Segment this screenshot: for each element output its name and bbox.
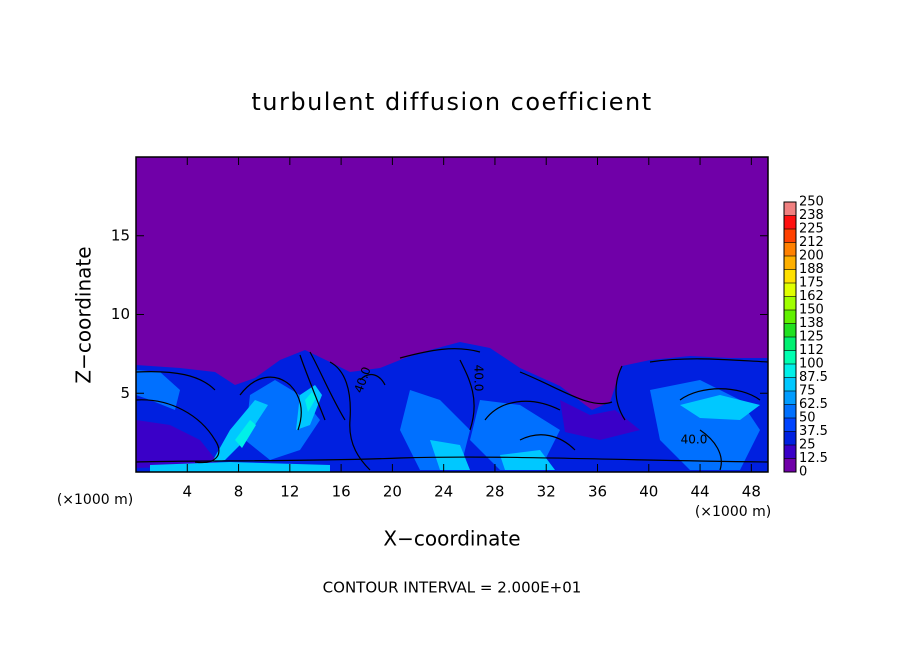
colorbar-label: 87.5 — [799, 370, 828, 385]
contour-label: 40.0 — [472, 365, 486, 392]
x-tick-label: 16 — [332, 483, 351, 501]
x-tick-label: 36 — [588, 483, 607, 501]
contour-line — [135, 456, 769, 463]
field-region — [150, 462, 330, 472]
y-unit: (×1000 m) — [57, 492, 133, 508]
y-tick-label: 5 — [120, 384, 130, 402]
colorbar-segment — [784, 391, 796, 405]
chart-title: turbulent diffusion coefficient — [251, 88, 652, 116]
colorbar-label: 225 — [799, 222, 824, 237]
y-tick-label: 15 — [111, 226, 130, 244]
colorbar-label: 50 — [799, 411, 816, 426]
colorbar-label: 188 — [799, 262, 824, 277]
colorbar-label: 62.5 — [799, 397, 828, 412]
colorbar-segment — [784, 350, 796, 364]
contour-field: 40.0 40.040.0 — [135, 157, 769, 472]
colorbar-segment — [784, 269, 796, 283]
colorbar-segment — [784, 404, 796, 418]
colorbar-segment — [784, 296, 796, 310]
contour-line — [484, 400, 576, 451]
colorbar-segment — [784, 364, 796, 378]
contour-line — [679, 388, 761, 471]
colorbar-segment — [784, 229, 796, 243]
x-tick-label: 48 — [742, 483, 761, 501]
field-region — [560, 400, 640, 440]
x-tick-label: 4 — [183, 483, 193, 501]
colorbar-segment — [784, 283, 796, 297]
x-tick-label: 24 — [434, 483, 453, 501]
field-region — [430, 440, 470, 470]
colorbar-segment — [784, 202, 796, 216]
colorbar-segment — [784, 431, 796, 445]
x-tick-label: 28 — [485, 483, 504, 501]
colorbar-label: 112 — [799, 343, 824, 358]
colorbar-label: 125 — [799, 330, 824, 345]
x-tick-label: 20 — [383, 483, 402, 501]
colorbar-label: 150 — [799, 303, 824, 318]
x-tick-label: 40 — [639, 483, 658, 501]
colorbar-segment — [784, 323, 796, 337]
contour-line — [459, 359, 613, 431]
field-region — [136, 420, 220, 468]
field-region — [235, 420, 256, 448]
colorbar-segment — [784, 418, 796, 432]
field-region — [305, 392, 316, 412]
y-tick-label: 10 — [111, 305, 130, 323]
colorbar-segment — [784, 377, 796, 391]
x-axis-label: X−coordinate — [383, 527, 520, 551]
colorbar-segment — [784, 445, 796, 459]
x-tick-label: 12 — [280, 483, 299, 501]
colorbar-segment — [784, 337, 796, 351]
colorbar-label: 200 — [799, 249, 824, 264]
colorbar-label: 37.5 — [799, 424, 828, 439]
colorbar-segment — [784, 256, 796, 270]
colorbar-label: 250 — [799, 195, 824, 210]
colorbar-segment — [784, 215, 796, 229]
colorbar-segment — [784, 242, 796, 256]
y-axis-label: Z−coordinate — [72, 246, 96, 383]
colorbar-label: 138 — [799, 316, 824, 331]
colorbar-label: 162 — [799, 289, 824, 304]
contour-line — [359, 348, 481, 386]
field-region — [500, 450, 555, 470]
colorbar-label: 75 — [799, 384, 816, 399]
field-region — [136, 370, 180, 410]
colorbar-label: 0 — [799, 465, 807, 480]
footnote: CONTOUR INTERVAL = 2.000E+01 — [323, 579, 582, 597]
colorbar-label: 25 — [799, 438, 816, 453]
contour-line — [615, 358, 769, 421]
colorbar-label: 12.5 — [799, 451, 828, 466]
field-region — [212, 400, 268, 462]
colorbar-segment — [784, 458, 796, 472]
colorbar-segment — [784, 310, 796, 324]
contour-label: 40.0 — [681, 433, 708, 447]
field-region — [680, 395, 760, 420]
colorbar-label: 238 — [799, 208, 824, 223]
colorbar-label: 212 — [799, 235, 824, 250]
contour-line — [239, 376, 302, 431]
x-tick-label: 8 — [234, 483, 244, 501]
x-tick-label: 32 — [537, 483, 556, 501]
x-tick-label: 44 — [691, 483, 710, 501]
x-unit: (×1000 m) — [695, 504, 771, 520]
contour-line — [299, 351, 346, 421]
colorbar-label: 100 — [799, 357, 824, 372]
colorbar-label: 175 — [799, 276, 824, 291]
